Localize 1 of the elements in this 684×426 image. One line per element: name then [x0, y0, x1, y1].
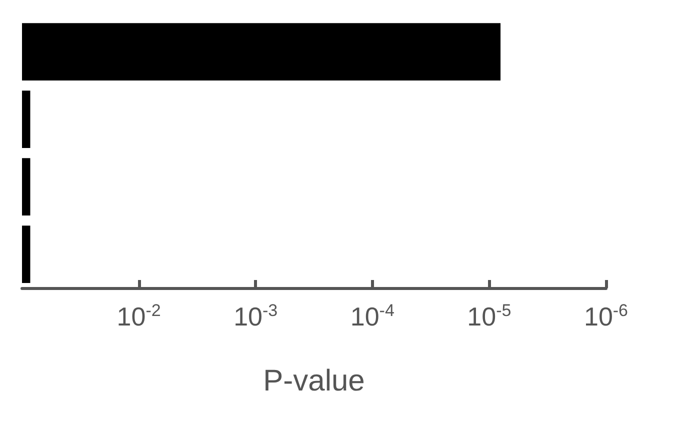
- x-axis-title: P-value: [263, 364, 365, 398]
